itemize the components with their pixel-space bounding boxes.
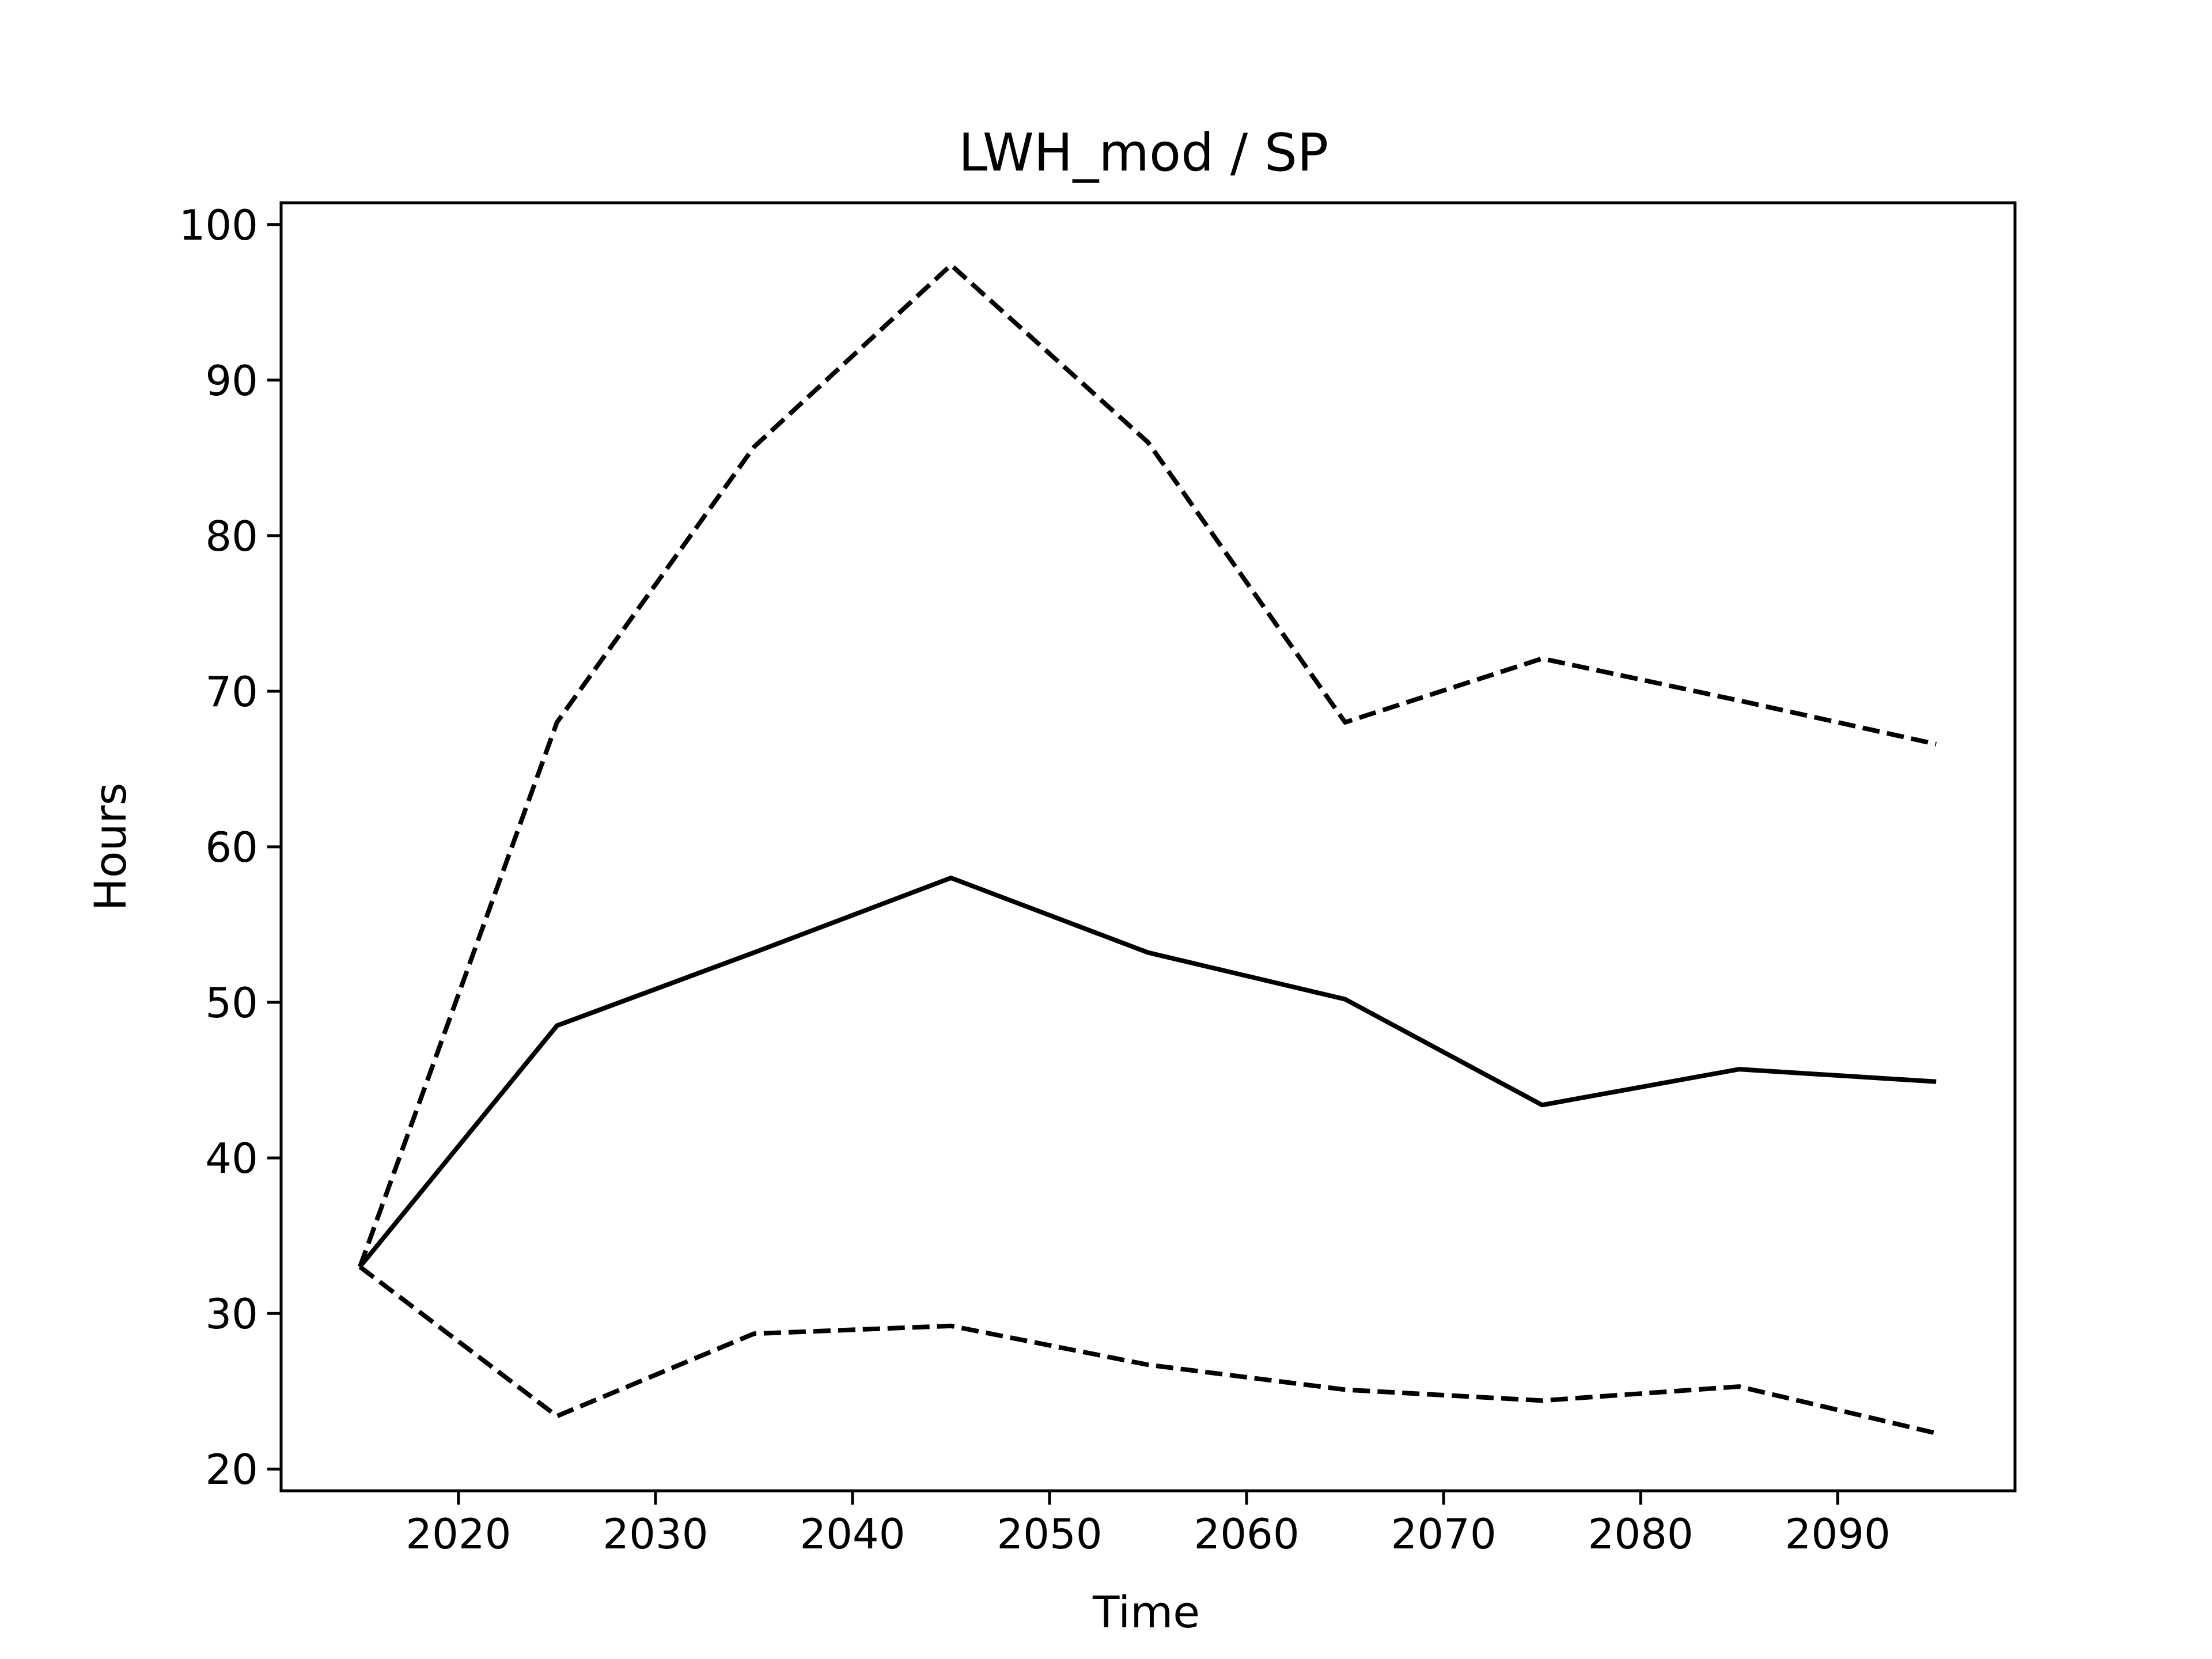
y-tick-label-8: 100 <box>179 201 258 249</box>
x-tick-label-3: 2050 <box>997 1510 1102 1558</box>
y-tick-label-7: 90 <box>205 357 258 405</box>
x-axis: 2020 2030 2040 2050 2060 2070 2080 2090 <box>406 1491 1891 1558</box>
y-tick-label-3: 50 <box>205 979 258 1027</box>
y-axis-title: Hours <box>85 783 136 911</box>
y-axis: 20 30 40 50 60 70 80 90 100 <box>179 201 281 1494</box>
x-tick-label-5: 2070 <box>1391 1510 1496 1558</box>
y-tick-label-6: 80 <box>205 512 258 560</box>
series-line-2 <box>358 1264 1937 1435</box>
y-tick-label-2: 40 <box>205 1134 258 1183</box>
x-tick-label-1: 2030 <box>603 1510 708 1558</box>
y-tick-label-4: 60 <box>205 823 258 872</box>
series-line-1 <box>358 263 1937 1268</box>
x-tick-label-7: 2090 <box>1785 1510 1891 1558</box>
plot-frame <box>279 201 2017 1493</box>
x-axis-title: Time <box>1092 1586 1200 1638</box>
y-tick-label-1: 30 <box>205 1290 258 1338</box>
x-tick-label-6: 2080 <box>1588 1510 1693 1558</box>
chart-title: LWH_mod / SP <box>959 123 1328 183</box>
series-line-0 <box>358 876 1937 1268</box>
y-tick-label-0: 20 <box>205 1445 258 1494</box>
series-layer <box>358 263 1937 1435</box>
x-tick-label-0: 2020 <box>406 1510 511 1558</box>
x-tick-label-4: 2060 <box>1194 1510 1299 1558</box>
x-tick-label-2: 2040 <box>800 1510 905 1558</box>
y-tick-label-5: 70 <box>205 668 258 716</box>
